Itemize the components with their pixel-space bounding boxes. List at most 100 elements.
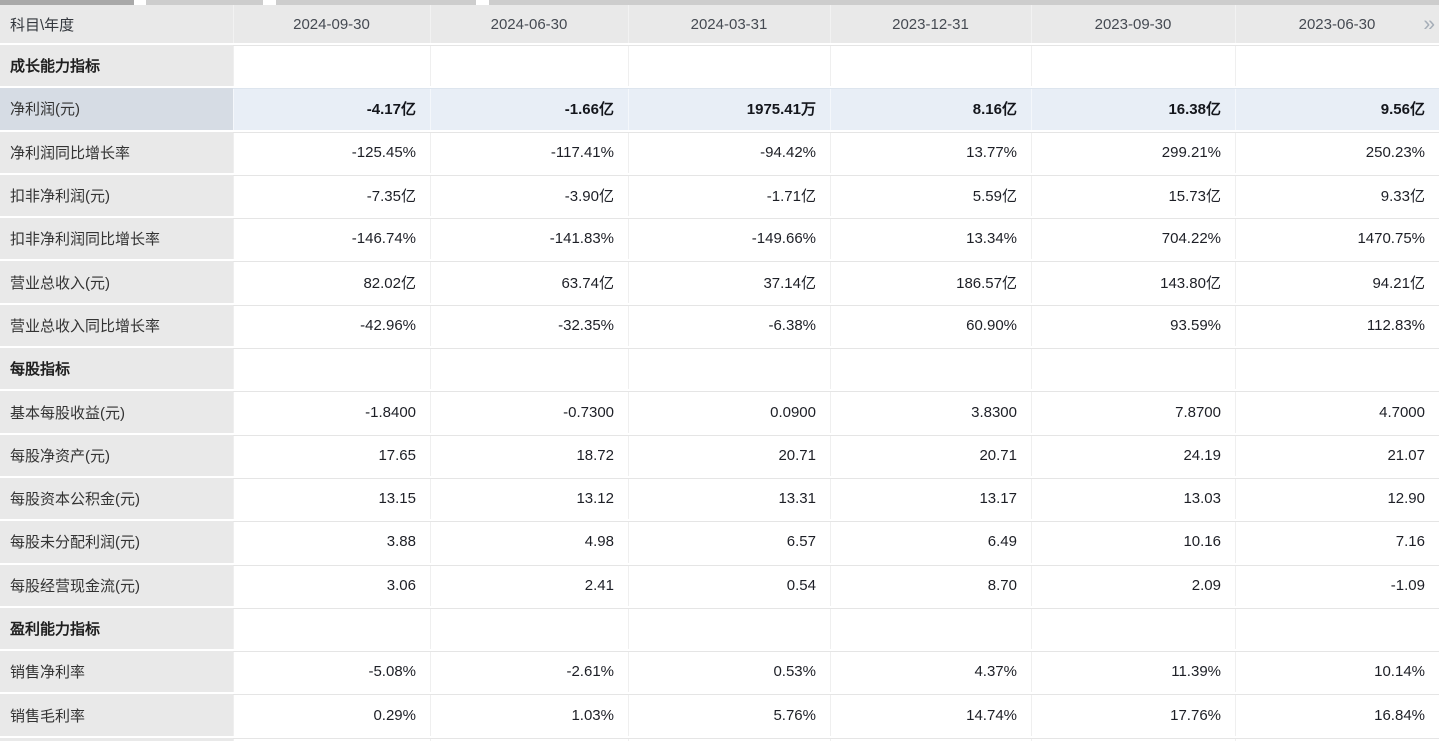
metric-value-cell: 10.14% <box>1235 649 1439 693</box>
metric-row[interactable]: 基本每股收益(元) -1.8400 -0.7300 0.0900 3.8300 7.870… <box>0 389 1439 433</box>
metric-value-cell: 16.38亿 <box>1031 86 1235 130</box>
metric-row[interactable]: 每股资本公积金(元) 13.15 13.12 13.31 13.17 13.03 12.90 <box>0 475 1439 520</box>
header-date-cell: 2024-06-30 <box>430 5 628 43</box>
metric-value-cell: 21.07 <box>1235 432 1439 476</box>
metric-value-cell: -117.41% <box>430 129 628 173</box>
metric-value-cell: 9.33亿 <box>1235 172 1439 217</box>
section-label-cell: 成长能力指标 <box>0 43 233 87</box>
header-date-label: 2023-09-30 <box>1094 15 1172 33</box>
metric-value-cell: -1.71亿 <box>628 172 830 217</box>
header-date-label: 2024-03-31 <box>690 15 768 33</box>
metric-value-cell <box>830 605 1031 650</box>
metric-label-cell: 营业总收入同比增长率 <box>0 302 233 347</box>
metric-label-cell: 扣非净利润同比增长率 <box>0 216 233 260</box>
clipped-tab-segment[interactable] <box>489 0 1439 5</box>
metric-value-cell <box>1235 735 1439 741</box>
metric-value-cell: 143.80亿 <box>1031 259 1235 303</box>
metric-value-cell: 0.0900 <box>628 389 830 433</box>
metric-value-cell: 15.73亿 <box>1031 172 1235 217</box>
metric-value-cell: 3.06 <box>233 562 430 606</box>
metric-value-cell: 17.65 <box>233 432 430 476</box>
metric-row[interactable]: 净利润同比增长率 -125.45% -117.41% -94.42% 13.77% 299… <box>0 129 1439 173</box>
metric-value-cell: 4.7000 <box>1235 389 1439 433</box>
metric-label-cell: 扣非净利润(元) <box>0 172 233 217</box>
metric-label-cell <box>0 735 233 741</box>
metric-value-cell: 0.53% <box>628 649 830 693</box>
metric-row[interactable]: 扣非净利润同比增长率 -146.74% -141.83% -149.66% 13.34%… <box>0 216 1439 260</box>
metric-value-cell: 2.09 <box>1031 562 1235 606</box>
header-date-label: 2024-09-30 <box>293 15 370 33</box>
clipped-tab-segment[interactable] <box>0 0 134 5</box>
metric-value-cell <box>830 346 1031 390</box>
header-date-cell: 2023-12-31 <box>830 5 1031 43</box>
metric-value-cell: 18.72 <box>430 432 628 476</box>
metric-row[interactable]: 每股经营现金流(元) 3.06 2.41 0.54 8.70 2.09 -1.09 <box>0 562 1439 606</box>
metric-row[interactable]: 营业总收入同比增长率 -42.96% -32.35% -6.38% 60.90% 93.5… <box>0 302 1439 347</box>
section-label-cell: 每股指标 <box>0 346 233 390</box>
metric-value-cell: -1.8400 <box>233 389 430 433</box>
metric-value-cell: 6.57 <box>628 519 830 563</box>
metric-label-cell: 每股未分配利润(元) <box>0 519 233 563</box>
metric-value-cell: 20.71 <box>830 432 1031 476</box>
metric-value-cell <box>830 43 1031 87</box>
metric-row[interactable]: 销售毛利率 0.29% 1.03% 5.76% 14.74% 17.76% 16.84% <box>0 692 1439 736</box>
metric-label-cell: 每股经营现金流(元) <box>0 562 233 606</box>
metric-value-cell: 12.90 <box>1235 475 1439 520</box>
metric-value-cell <box>430 605 628 650</box>
metric-label-cell: 每股净资产(元) <box>0 432 233 476</box>
metric-label-cell: 营业总收入(元) <box>0 259 233 303</box>
metric-value-cell: 20.71 <box>628 432 830 476</box>
metric-row <box>0 735 1439 741</box>
metric-row[interactable]: 每股净资产(元) 17.65 18.72 20.71 20.71 24.19 21.07 <box>0 432 1439 476</box>
metric-value-cell: 13.03 <box>1031 475 1235 520</box>
metric-value-cell: -32.35% <box>430 302 628 347</box>
metric-value-cell <box>1031 43 1235 87</box>
section-row: 成长能力指标 <box>0 43 1439 87</box>
metric-value-cell <box>830 735 1031 741</box>
section-row: 每股指标 <box>0 346 1439 390</box>
metric-label-cell: 销售毛利率 <box>0 692 233 736</box>
header-date-label: 2023-06-30 <box>1298 15 1376 33</box>
metric-row[interactable]: 净利润(元) -4.17亿 -1.66亿 1975.41万 8.16亿 16.38亿 9.5… <box>0 86 1439 130</box>
metric-value-cell: 17.76% <box>1031 692 1235 736</box>
header-corner-cell: 科目\年度 <box>0 5 233 43</box>
header-date-cell: 2023-06-30 » <box>1235 5 1439 43</box>
metric-value-cell <box>233 346 430 390</box>
metric-value-cell: 13.17 <box>830 475 1031 520</box>
metric-value-cell <box>430 735 628 741</box>
metric-value-cell <box>1235 346 1439 390</box>
more-columns-icon[interactable]: » <box>1423 12 1435 36</box>
metric-value-cell: -1.66亿 <box>430 86 628 130</box>
metric-value-cell: 3.8300 <box>830 389 1031 433</box>
metric-row[interactable]: 销售净利率 -5.08% -2.61% 0.53% 4.37% 11.39% 10.14% <box>0 649 1439 693</box>
metric-value-cell <box>1031 346 1235 390</box>
metric-value-cell: 3.88 <box>233 519 430 563</box>
metric-label-cell: 净利润同比增长率 <box>0 129 233 173</box>
metric-value-cell: -3.90亿 <box>430 172 628 217</box>
metrics-table: 科目\年度 2024-09-30 2024-06-30 2024-03-31 2023-… <box>0 5 1439 741</box>
clipped-tab-segment[interactable] <box>276 0 476 5</box>
metric-value-cell: 11.39% <box>1031 649 1235 693</box>
metric-value-cell: 16.84% <box>1235 692 1439 736</box>
metric-row[interactable]: 每股未分配利润(元) 3.88 4.98 6.57 6.49 10.16 7.16 <box>0 519 1439 563</box>
table-header-row: 科目\年度 2024-09-30 2024-06-30 2024-03-31 2023-… <box>0 5 1439 43</box>
metric-value-cell: 24.19 <box>1031 432 1235 476</box>
metric-value-cell: -2.61% <box>430 649 628 693</box>
metric-value-cell: 8.70 <box>830 562 1031 606</box>
metric-value-cell: 6.49 <box>830 519 1031 563</box>
metric-value-cell: 1470.75% <box>1235 216 1439 260</box>
metric-row[interactable]: 营业总收入(元) 82.02亿 63.74亿 37.14亿 186.57亿 143.80亿… <box>0 259 1439 303</box>
metric-value-cell: 9.56亿 <box>1235 86 1439 130</box>
metric-value-cell: 13.34% <box>830 216 1031 260</box>
metric-value-cell: 704.22% <box>1031 216 1235 260</box>
metric-value-cell: 37.14亿 <box>628 259 830 303</box>
metric-value-cell: 14.74% <box>830 692 1031 736</box>
metric-value-cell: 93.59% <box>1031 302 1235 347</box>
section-label-cell: 盈利能力指标 <box>0 605 233 650</box>
metric-value-cell: 1.03% <box>430 692 628 736</box>
clipped-tab-segment[interactable] <box>146 0 263 5</box>
metric-row[interactable]: 扣非净利润(元) -7.35亿 -3.90亿 -1.71亿 5.59亿 15.73亿 9.3… <box>0 172 1439 217</box>
metric-value-cell: -94.42% <box>628 129 830 173</box>
metric-value-cell <box>430 346 628 390</box>
